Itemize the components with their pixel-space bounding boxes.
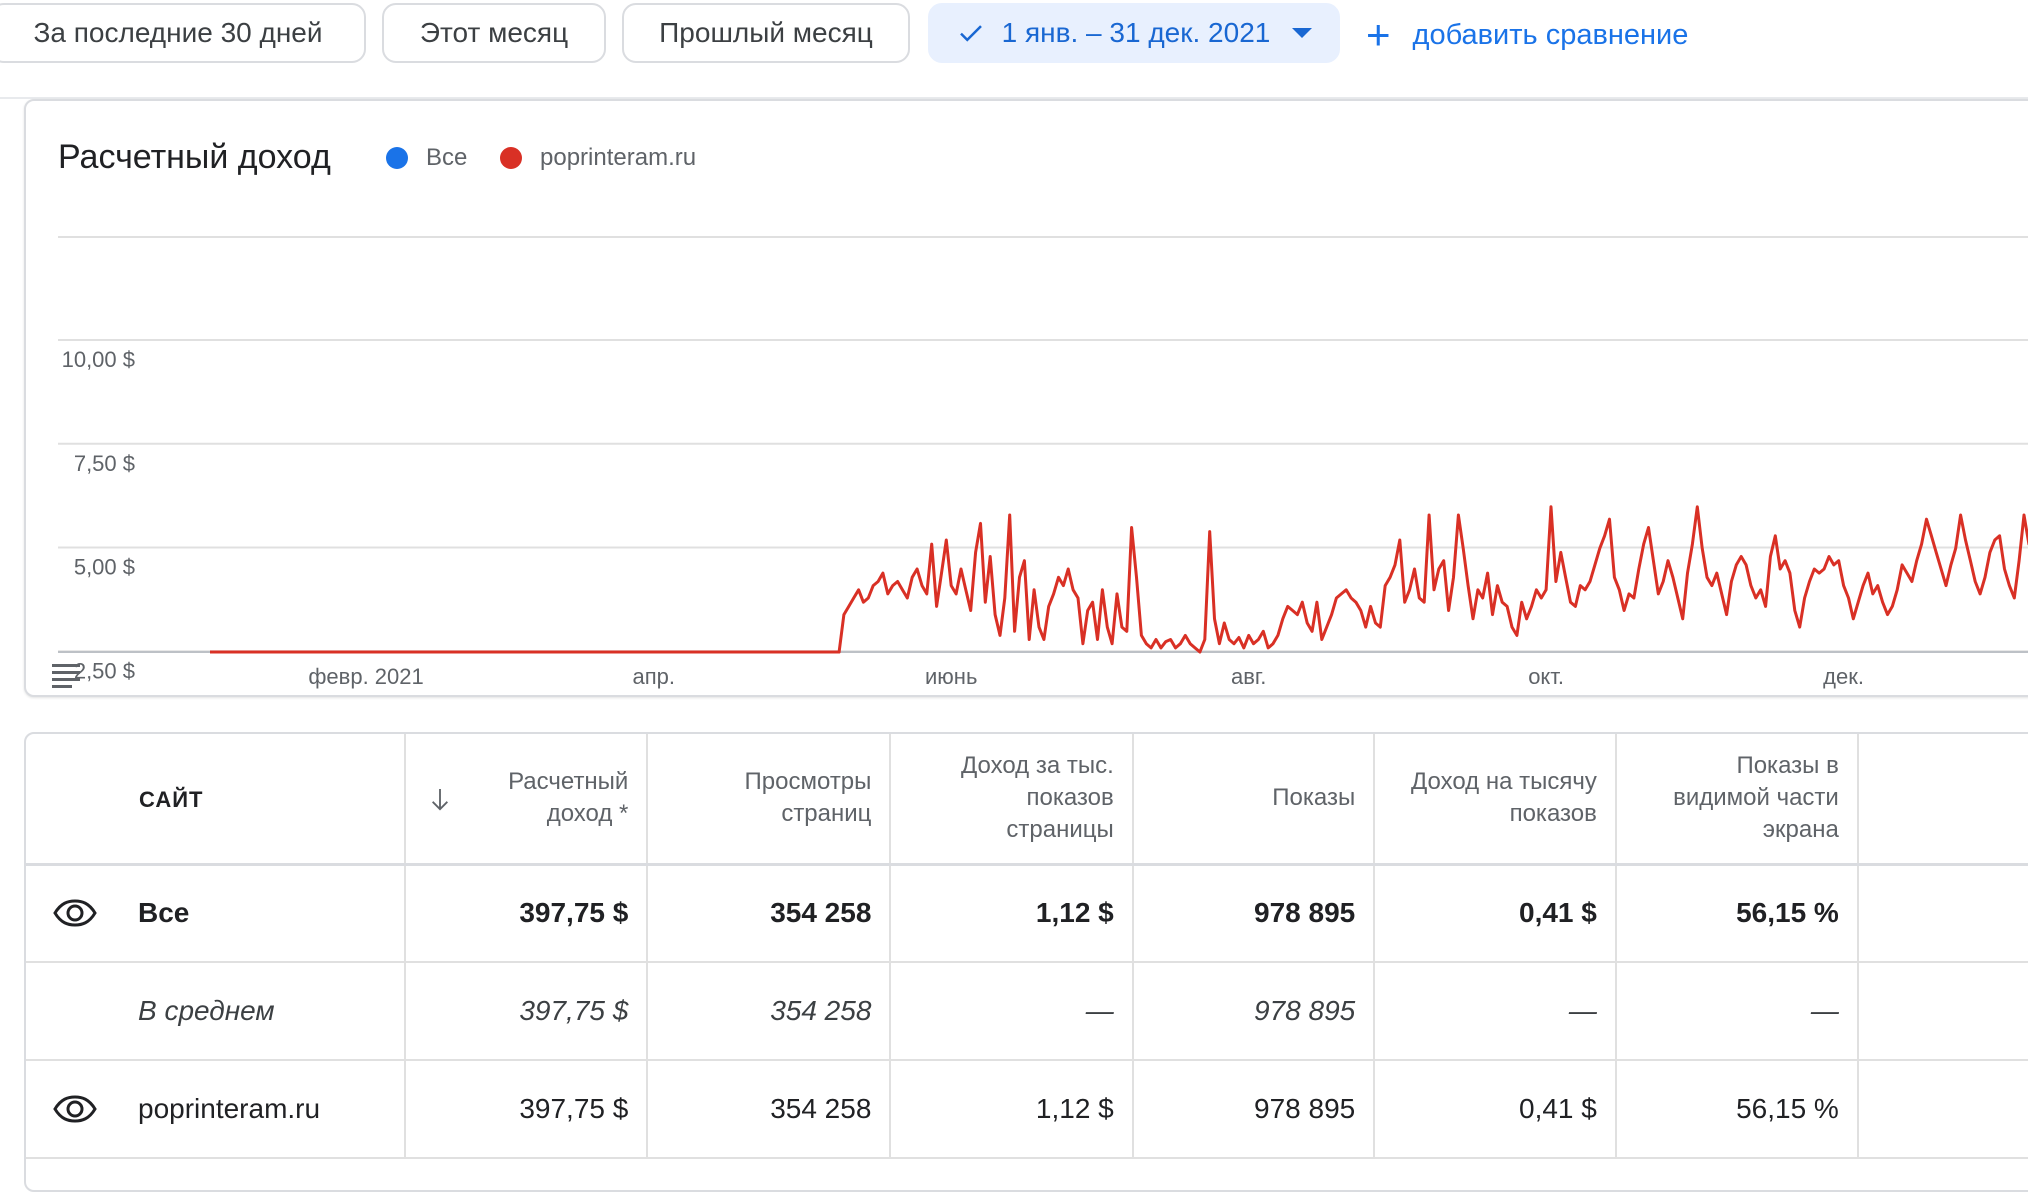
cell-pageviews: 354 258	[647, 1060, 892, 1158]
x-tick-label: дек.	[1823, 664, 1864, 689]
header-line: видимой части	[1673, 784, 1839, 812]
revenue-line-chart: 10,00 $ 7,50 $ 5,00 $ 2,50 $ февр. 2021 апр. и…	[58, 236, 2028, 689]
cell-empty	[1858, 962, 2028, 1060]
menu-lines-icon[interactable]	[52, 664, 80, 688]
x-tick-label: июнь	[925, 664, 977, 689]
chip-date-range-selected[interactable]: 1 янв. – 31 дек. 2021	[928, 3, 1340, 63]
cell-page-rpm: —	[890, 962, 1134, 1060]
chip-this-month[interactable]: Этот месяц	[382, 3, 606, 63]
cell-revenue: 397,75 $	[404, 962, 649, 1060]
add-comparison-label: добавить сравнение	[1412, 18, 1689, 51]
cell-impressions: 978 895	[1132, 864, 1376, 962]
cell-revenue: 397,75 $	[404, 864, 649, 962]
plus-icon: +	[1366, 11, 1391, 58]
cell-page-rpm: 1,12 $	[890, 864, 1134, 962]
legend-dot-blue	[386, 147, 408, 169]
chart-title: Расчетный доход	[58, 138, 331, 176]
caret-down-icon	[1292, 28, 1313, 38]
cell-impression-rpm: 0,41 $	[1374, 1060, 1617, 1158]
y-tick-label: 5,00 $	[74, 555, 135, 580]
header-line: страницы	[1006, 816, 1114, 844]
header-line: страниц	[781, 800, 872, 828]
cell-revenue: 397,75 $	[404, 1060, 649, 1158]
column-header-revenue[interactable]: Расчетный доход *	[404, 734, 649, 866]
arrow-down-icon[interactable]	[429, 786, 451, 814]
legend-label: poprinteram.ru	[540, 144, 697, 171]
header-line: Просмотры	[744, 768, 872, 796]
column-header-impression-rpm[interactable]: Доход на тысячу показов	[1374, 734, 1617, 866]
chip-label: Этот месяц	[419, 17, 569, 48]
x-tick-label: окт.	[1528, 664, 1564, 689]
chip-label: За последние 30 дней	[33, 17, 323, 48]
cell-pageviews: 354 258	[647, 962, 892, 1060]
add-comparison-button[interactable]: + добавить сравнение	[1366, 10, 1688, 60]
cell-impressions: 978 895	[1132, 962, 1376, 1060]
cell-page-rpm: 1,12 $	[890, 1060, 1134, 1158]
cell-impression-rpm: —	[1374, 962, 1617, 1060]
chip-label: Прошлый месяц	[659, 17, 873, 48]
series-line-poprinteram-ru	[210, 505, 2028, 654]
date-filter-bar: За последние 30 дней Этот месяц Прошлый …	[0, 0, 2028, 98]
table-row-average: В среднем 397,75 $ 354 258 — 978 895 — —	[26, 962, 2028, 1060]
column-header-page-rpm[interactable]: Доход за тыс. показов страницы	[890, 734, 1134, 866]
legend-dot-red	[500, 147, 522, 169]
site-name: В среднем	[138, 995, 275, 1026]
cell-impression-rpm: 0,41 $	[1374, 864, 1617, 962]
cell-active-view: 56,15 %	[1615, 864, 1859, 962]
chip-last-month[interactable]: Прошлый месяц	[622, 3, 910, 63]
x-tick-label: апр.	[633, 664, 676, 689]
column-header-extra	[1857, 734, 2028, 866]
table-header-row: САЙТ Расчетный доход * Просмотры страниц…	[26, 734, 2028, 866]
header-line: показов	[1026, 784, 1114, 812]
cell-site: poprinteram.ru	[26, 1060, 406, 1158]
y-tick-label: 2,50 $	[74, 658, 135, 683]
legend-item-site[interactable]: poprinteram.ru	[500, 144, 696, 172]
cell-active-view: —	[1615, 962, 1859, 1060]
eye-icon[interactable]	[52, 1094, 98, 1124]
header-line: экрана	[1762, 816, 1839, 844]
column-header-site[interactable]: САЙТ	[26, 734, 448, 866]
x-tick-label: авг.	[1231, 664, 1266, 689]
site-name: Все	[138, 897, 190, 929]
header-line: показов	[1509, 800, 1597, 828]
header-line: Доход за тыс.	[961, 752, 1114, 780]
column-header-pageviews[interactable]: Просмотры страниц	[647, 734, 892, 866]
y-tick-label: 7,50 $	[74, 451, 135, 476]
column-header-label: САЙТ	[139, 787, 204, 812]
legend-item-all[interactable]: Все	[386, 144, 467, 172]
header-line: Доход на тысячу	[1411, 768, 1597, 796]
column-header-impressions[interactable]: Показы	[1132, 734, 1376, 866]
legend-label: Все	[426, 144, 468, 171]
cell-active-view: 56,15 %	[1615, 1060, 1859, 1158]
cell-site: В среднем	[26, 962, 406, 1060]
site-name: poprinteram.ru	[138, 1093, 321, 1124]
y-tick-label: 10,00 $	[62, 347, 135, 372]
eye-icon[interactable]	[52, 898, 98, 928]
chip-label: 1 янв. – 31 дек. 2021	[1001, 17, 1271, 48]
sites-table: САЙТ Расчетный доход * Просмотры страниц…	[24, 732, 2028, 1192]
header-divider	[0, 97, 2028, 99]
cell-site: Все	[26, 864, 406, 962]
cell-empty	[1858, 864, 2028, 962]
header-line: доход *	[546, 800, 629, 828]
cell-pageviews: 354 258	[647, 864, 892, 962]
column-header-active-view[interactable]: Показы в видимой части экрана	[1615, 734, 1859, 866]
chip-last-30-days[interactable]: За последние 30 дней	[0, 3, 366, 63]
x-tick-label: февр. 2021	[308, 664, 423, 689]
check-icon	[959, 25, 982, 42]
table-row-total[interactable]: Все 397,75 $ 354 258 1,12 $ 978 895 0,41…	[26, 864, 2028, 962]
table-row-site[interactable]: poprinteram.ru 397,75 $ 354 258 1,12 $ 9…	[26, 1060, 2028, 1158]
header-line: Показы	[1272, 784, 1356, 812]
header-line: Расчетный	[508, 768, 629, 796]
cell-impressions: 978 895	[1132, 1060, 1376, 1158]
header-line: Показы в	[1736, 752, 1839, 780]
cell-empty	[1858, 1060, 2028, 1158]
